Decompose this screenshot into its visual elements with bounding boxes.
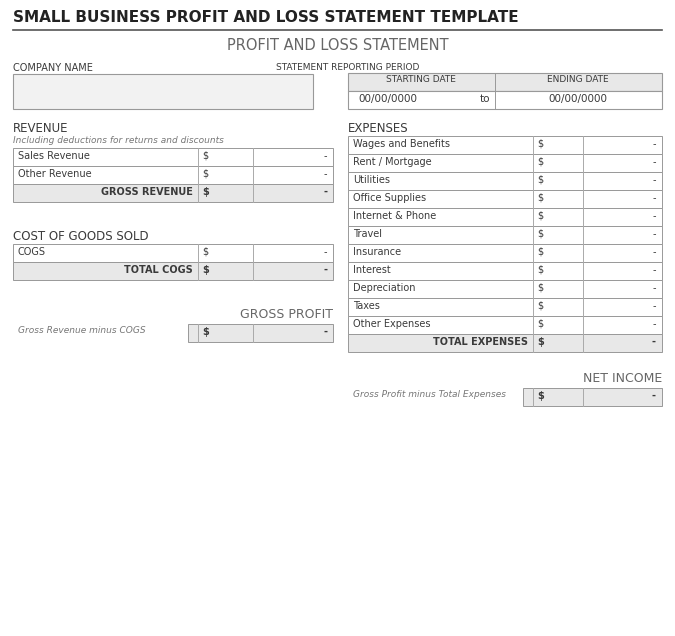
Text: TOTAL COGS: TOTAL COGS [124,265,193,275]
Text: -: - [653,301,656,311]
Text: $: $ [537,211,543,221]
Bar [188,324,333,342]
Text: Wages and Benefits: Wages and Benefits [353,139,450,149]
Bar [13,166,333,184]
Text: -: - [653,247,656,257]
Text: to: to [480,94,490,104]
Text: -: - [323,265,327,275]
Text: $: $ [537,391,544,401]
Text: COMPANY NAME: COMPANY NAME [13,63,93,73]
Text: Rent / Mortgage: Rent / Mortgage [353,157,431,167]
Text: Other Expenses: Other Expenses [353,319,431,329]
Text: GROSS PROFIT: GROSS PROFIT [240,308,333,321]
Text: $: $ [537,175,543,185]
Text: $: $ [202,187,209,197]
Bar [348,226,662,244]
Text: NET INCOME: NET INCOME [583,372,662,385]
Bar [348,73,662,91]
Text: $: $ [537,157,543,167]
Bar [348,190,662,208]
Text: GROSS REVENUE: GROSS REVENUE [101,187,193,197]
Text: -: - [323,151,327,161]
Bar [348,334,662,352]
Text: Office Supplies: Office Supplies [353,193,426,203]
Text: 00/00/0000: 00/00/0000 [358,94,418,104]
Text: Depreciation: Depreciation [353,283,416,293]
Text: -: - [323,247,327,257]
Text: Taxes: Taxes [353,301,380,311]
Bar [348,172,662,190]
Text: $: $ [537,139,543,149]
Text: $: $ [537,337,544,347]
Text: PROFIT AND LOSS STATEMENT: PROFIT AND LOSS STATEMENT [227,38,448,53]
Text: Travel: Travel [353,229,382,239]
Bar [348,208,662,226]
Text: $: $ [537,283,543,293]
Text: Gross Profit minus Total Expenses: Gross Profit minus Total Expenses [353,390,506,399]
Text: SMALL BUSINESS PROFIT AND LOSS STATEMENT TEMPLATE: SMALL BUSINESS PROFIT AND LOSS STATEMENT… [13,10,518,25]
Bar [13,262,333,280]
Bar [523,388,662,406]
Text: $: $ [537,265,543,275]
Bar [13,184,333,202]
Bar [348,154,662,172]
Text: COST OF GOODS SOLD: COST OF GOODS SOLD [13,230,148,243]
Text: -: - [653,319,656,329]
Text: COGS: COGS [18,247,46,257]
Text: $: $ [537,229,543,239]
Text: $: $ [202,151,208,161]
Text: -: - [323,327,327,337]
Text: -: - [653,139,656,149]
Bar [348,91,662,109]
Bar [348,316,662,334]
Text: STATEMENT REPORTING PERIOD: STATEMENT REPORTING PERIOD [276,63,419,72]
Text: Interest: Interest [353,265,391,275]
Text: EXPENSES: EXPENSES [348,122,408,135]
Text: ENDING DATE: ENDING DATE [547,75,609,84]
Bar [348,280,662,298]
Bar [13,74,313,109]
Text: -: - [653,175,656,185]
Text: 00/00/0000: 00/00/0000 [549,94,608,104]
Text: -: - [653,265,656,275]
Text: REVENUE: REVENUE [13,122,68,135]
Text: -: - [652,391,656,401]
Bar [13,148,333,166]
Text: $: $ [202,247,208,257]
Bar [348,244,662,262]
Text: TOTAL EXPENSES: TOTAL EXPENSES [433,337,528,347]
Text: Other Revenue: Other Revenue [18,169,92,179]
Text: $: $ [202,265,209,275]
Text: -: - [653,283,656,293]
Text: -: - [652,337,656,347]
Text: $: $ [202,169,208,179]
Text: -: - [653,229,656,239]
Text: $: $ [537,301,543,311]
Text: $: $ [537,193,543,203]
Text: -: - [323,169,327,179]
Text: Insurance: Insurance [353,247,401,257]
Text: Internet & Phone: Internet & Phone [353,211,436,221]
Text: $: $ [202,327,209,337]
Text: -: - [653,211,656,221]
Text: $: $ [537,319,543,329]
Bar [13,244,333,262]
Text: -: - [323,187,327,197]
Text: $: $ [537,247,543,257]
Text: STARTING DATE: STARTING DATE [386,75,456,84]
Text: Gross Revenue minus COGS: Gross Revenue minus COGS [18,326,146,335]
Text: Sales Revenue: Sales Revenue [18,151,90,161]
Bar [348,136,662,154]
Text: -: - [653,193,656,203]
Bar [348,298,662,316]
Text: Utilities: Utilities [353,175,390,185]
Text: -: - [653,157,656,167]
Text: Including deductions for returns and discounts: Including deductions for returns and dis… [13,136,224,145]
Bar [348,262,662,280]
